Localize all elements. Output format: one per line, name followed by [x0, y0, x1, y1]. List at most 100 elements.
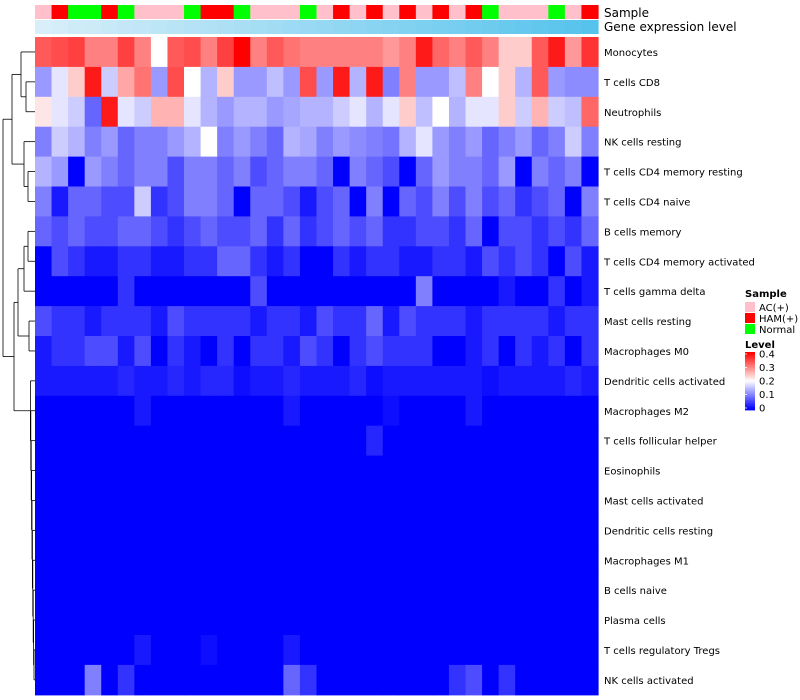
heatmap-cell: [134, 66, 152, 98]
heatmap-cell: [217, 276, 235, 307]
heatmap-cell: [349, 635, 367, 666]
heatmap-cell: [399, 126, 417, 158]
heatmap-cell: [68, 395, 86, 427]
heatmap-cell: [448, 276, 467, 307]
heatmap-cell: [51, 455, 69, 487]
heatmap-cell: [482, 605, 500, 636]
heatmap-cell: [482, 246, 500, 277]
row-label: Dendritic cells activated: [604, 377, 725, 388]
legend-gradient-step: [745, 404, 755, 407]
heatmap-cell: [35, 545, 53, 576]
heatmap-cell: [498, 455, 516, 487]
heatmap-cell: [299, 216, 318, 247]
heatmap-cell: [415, 425, 434, 457]
heatmap-cell: [117, 664, 135, 696]
heatmap-cell: [68, 605, 86, 636]
heatmap-cell: [200, 664, 218, 696]
heatmap-cell: [349, 395, 367, 427]
heatmap-cell: [217, 246, 235, 277]
heatmap-cell: [51, 126, 69, 158]
sample-annotation-cell: [68, 5, 86, 19]
heatmap-cell: [250, 306, 268, 337]
heatmap-cell: [382, 664, 400, 696]
heatmap-cell: [581, 246, 599, 277]
heatmap-cell: [200, 395, 218, 427]
heatmap-cell: [465, 515, 483, 546]
heatmap-cell: [35, 246, 53, 277]
heatmap-cell: [283, 186, 301, 217]
heatmap-cell: [465, 336, 483, 367]
heatmap-cell: [51, 545, 69, 576]
heatmap-cell: [167, 276, 185, 307]
heatmap-cell: [68, 306, 86, 337]
heatmap-cell: [68, 664, 86, 696]
heatmap-cell: [349, 156, 367, 188]
heatmap-cell: [548, 575, 566, 606]
heatmap-cell: [465, 276, 483, 307]
heatmap-cell: [266, 575, 284, 606]
row-label: T cells CD4 memory activated: [603, 257, 755, 268]
heatmap-cell: [200, 37, 218, 68]
heatmap-cell: [564, 37, 583, 68]
heatmap-cell: [266, 395, 284, 427]
heatmap-cell: [68, 515, 86, 546]
heatmap-cell: [150, 485, 169, 516]
heatmap-cell: [250, 156, 268, 188]
heatmap-cell: [283, 126, 301, 158]
heatmap-cell: [233, 395, 251, 427]
heatmap-cell: [167, 365, 185, 397]
heatmap-cell: [184, 336, 202, 367]
sample-annotation-cell: [333, 5, 351, 19]
heatmap-cell: [581, 545, 599, 576]
heatmap-cell: [134, 395, 152, 427]
heatmap-cell: [35, 575, 53, 606]
heatmap-cell: [415, 664, 434, 696]
heatmap-cell: [134, 485, 152, 516]
heatmap-cell: [35, 276, 53, 307]
heatmap-cell: [564, 126, 583, 158]
heatmap-cell: [366, 96, 384, 128]
heatmap-cell: [101, 515, 119, 546]
heatmap-cell: [349, 216, 367, 247]
heatmap-cell: [283, 306, 301, 337]
sample-annotation-cell: [167, 5, 185, 19]
heatmap-cell: [217, 365, 235, 397]
expression-annotation-cell: [482, 20, 500, 34]
heatmap-cell: [482, 126, 500, 158]
expression-annotation-cell: [150, 20, 169, 34]
heatmap-cell: [432, 96, 450, 128]
heatmap-cell: [349, 425, 367, 457]
heatmap-cell: [84, 276, 102, 307]
heatmap-cell: [233, 246, 251, 277]
heatmap-cell: [200, 455, 218, 487]
heatmap-cell: [299, 37, 318, 68]
heatmap-cell: [333, 156, 351, 188]
heatmap-cell: [250, 126, 268, 158]
heatmap-cell: [184, 156, 202, 188]
heatmap-cell: [581, 395, 599, 427]
heatmap-cell: [333, 365, 351, 397]
heatmap-cell: [184, 635, 202, 666]
heatmap-cell: [35, 664, 53, 696]
heatmap-cell: [117, 306, 135, 337]
heatmap-cell: [117, 365, 135, 397]
heatmap-cell: [299, 336, 318, 367]
sample-annotation-cell: [250, 5, 268, 19]
legend-swatch: [745, 302, 755, 312]
heatmap-cell: [548, 635, 566, 666]
legend-gradient-step: [745, 373, 755, 376]
heatmap-cell: [465, 186, 483, 217]
heatmap-cell: [101, 306, 119, 337]
heatmap-cell: [581, 306, 599, 337]
heatmap-cell: [448, 425, 467, 457]
heatmap-cell: [200, 96, 218, 128]
expression-annotation-cell: [548, 20, 566, 34]
heatmap-cell: [150, 575, 169, 606]
sample-annotation-cell: [349, 5, 367, 19]
heatmap-cell: [68, 635, 86, 666]
heatmap-cell: [184, 246, 202, 277]
legend-gradient-step: [745, 363, 755, 366]
expression-annotation-cell: [531, 20, 549, 34]
heatmap-cell: [51, 664, 69, 696]
heatmap-cell: [564, 515, 583, 546]
